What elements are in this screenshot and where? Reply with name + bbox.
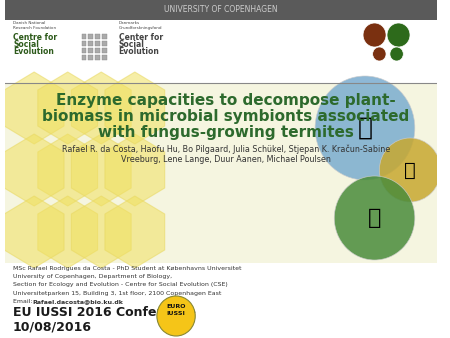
Text: Social: Social [13,40,39,49]
Circle shape [363,23,386,47]
Circle shape [387,23,410,47]
Text: 🐝: 🐝 [404,161,416,179]
Text: with fungus-growing termites: with fungus-growing termites [98,125,354,140]
Text: biomass in microbial symbionts associated: biomass in microbial symbionts associate… [42,109,410,124]
Polygon shape [105,72,165,144]
FancyBboxPatch shape [102,41,107,46]
Text: Evolution: Evolution [118,47,159,56]
FancyBboxPatch shape [81,54,86,59]
FancyBboxPatch shape [95,48,100,52]
FancyBboxPatch shape [95,33,100,39]
Text: EU IUSSI 2016 Conference: EU IUSSI 2016 Conference [13,306,196,319]
Polygon shape [72,196,131,268]
Text: Section for Ecology and Evolution - Centre for Social Evolution (CSE): Section for Ecology and Evolution - Cent… [13,283,228,287]
Polygon shape [38,72,98,144]
FancyBboxPatch shape [95,54,100,59]
FancyBboxPatch shape [81,33,86,39]
Text: 10/08/2016: 10/08/2016 [13,321,92,334]
FancyBboxPatch shape [88,33,93,39]
FancyBboxPatch shape [5,263,437,338]
Text: Evolution: Evolution [13,47,54,56]
Text: Center for: Center for [118,33,162,42]
FancyBboxPatch shape [88,54,93,59]
Polygon shape [72,72,131,144]
Text: Rafael R. da Costa, Haofu Hu, Bo Pilgaard, Julia Schükel, Stjepan K. Kračun‐Sabi: Rafael R. da Costa, Haofu Hu, Bo Pilgaar… [62,145,390,154]
FancyBboxPatch shape [81,41,86,46]
Text: Enzyme capacities to decompose plant-: Enzyme capacities to decompose plant- [56,93,396,108]
Circle shape [390,47,403,61]
Polygon shape [105,134,165,206]
Circle shape [334,176,415,260]
Text: Universitetparken 15, Building 3, 1st floor, 2100 Copenhagen East: Universitetparken 15, Building 3, 1st fl… [13,291,221,296]
Text: Email:: Email: [13,299,35,304]
Text: IUSSI: IUSSI [166,311,185,316]
Text: Social: Social [118,40,144,49]
Text: EURO: EURO [166,304,186,309]
Text: Danmarks
Grundforskningsfond: Danmarks Grundforskningsfond [118,21,162,30]
Circle shape [379,138,441,202]
Text: University of Copenhagen, Department of Biology,: University of Copenhagen, Department of … [13,274,172,279]
FancyBboxPatch shape [5,20,437,83]
Text: 🐜: 🐜 [368,208,381,228]
Text: Vreeburg, Lene Lange, Duur Aanen, Michael Poulsen: Vreeburg, Lene Lange, Duur Aanen, Michae… [121,155,331,164]
Polygon shape [38,196,98,268]
Text: Danish National
Research Foundation: Danish National Research Foundation [13,21,56,30]
Text: UNIVERSITY OF COPENHAGEN: UNIVERSITY OF COPENHAGEN [164,5,278,15]
Circle shape [315,76,415,180]
FancyBboxPatch shape [88,48,93,52]
FancyBboxPatch shape [5,83,437,263]
Text: Rafael.dacosta@bio.ku.dk: Rafael.dacosta@bio.ku.dk [32,299,123,304]
Text: 🦋: 🦋 [357,116,373,140]
Polygon shape [72,134,131,206]
Polygon shape [38,134,98,206]
Circle shape [373,47,386,61]
Polygon shape [4,134,64,206]
FancyBboxPatch shape [102,48,107,52]
FancyBboxPatch shape [102,33,107,39]
Polygon shape [4,72,64,144]
FancyBboxPatch shape [102,54,107,59]
FancyBboxPatch shape [5,0,437,20]
Polygon shape [4,196,64,268]
FancyBboxPatch shape [95,41,100,46]
FancyBboxPatch shape [88,41,93,46]
Circle shape [157,296,195,336]
FancyBboxPatch shape [81,48,86,52]
Text: Centre for: Centre for [13,33,57,42]
Text: MSc Rafael Rodrigues da Costa - PhD Student at Københavns Universitet: MSc Rafael Rodrigues da Costa - PhD Stud… [13,266,242,271]
Polygon shape [105,196,165,268]
